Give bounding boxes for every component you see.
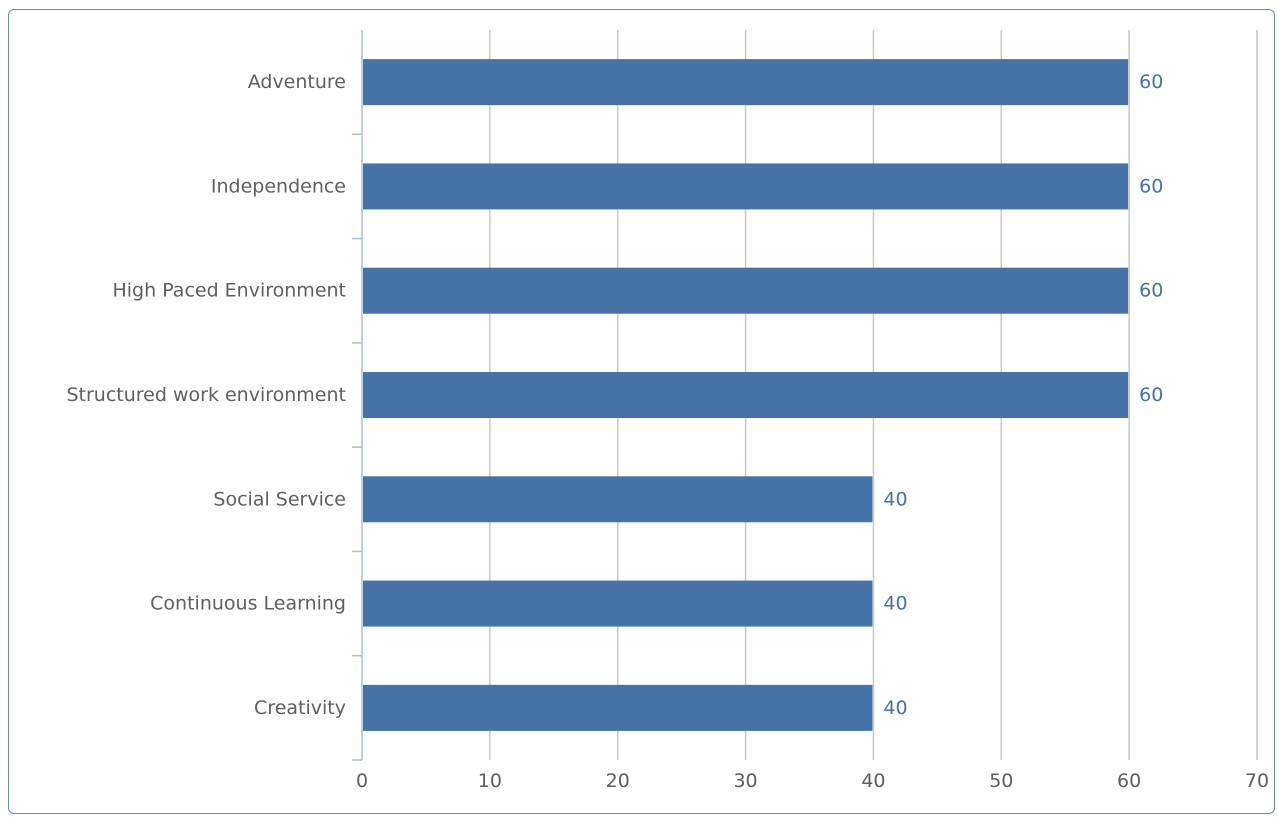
category-label: Structured work environment — [66, 384, 346, 406]
x-tick-label: 30 — [733, 770, 757, 792]
bar-5 — [363, 580, 873, 627]
bar-4 — [363, 476, 873, 523]
x-tick-label: 40 — [861, 770, 885, 792]
x-tick-label: 0 — [356, 770, 368, 792]
x-tick-label: 50 — [989, 770, 1013, 792]
x-tick-label: 70 — [1245, 770, 1269, 792]
category-label: Social Service — [213, 488, 346, 510]
x-tick-label: 20 — [606, 770, 630, 792]
category-label: High Paced Environment — [112, 280, 346, 302]
bar-3 — [363, 372, 1129, 418]
bar-6 — [363, 684, 873, 731]
data-label: 40 — [883, 593, 907, 615]
category-label: Adventure — [248, 71, 346, 93]
data-label: 40 — [883, 488, 907, 510]
data-label: 60 — [1139, 280, 1163, 302]
x-tick-label: 60 — [1117, 770, 1141, 792]
category-label: Continuous Learning — [150, 593, 346, 615]
bar-layer — [363, 59, 1129, 731]
bar-0 — [363, 59, 1129, 106]
category-label: Independence — [211, 175, 346, 197]
axis-layer — [352, 30, 363, 761]
category-label: Creativity — [254, 697, 346, 719]
bar-1 — [363, 163, 1129, 210]
bar-2 — [363, 267, 1129, 314]
x-tick-label: 10 — [478, 770, 502, 792]
data-label: 60 — [1139, 175, 1163, 197]
data-label: 60 — [1139, 71, 1163, 93]
data-label: 40 — [883, 697, 907, 719]
data-label: 60 — [1139, 384, 1163, 406]
label-layer: Adventure 60 Independence 60 High Paced Envi… — [66, 71, 1269, 792]
